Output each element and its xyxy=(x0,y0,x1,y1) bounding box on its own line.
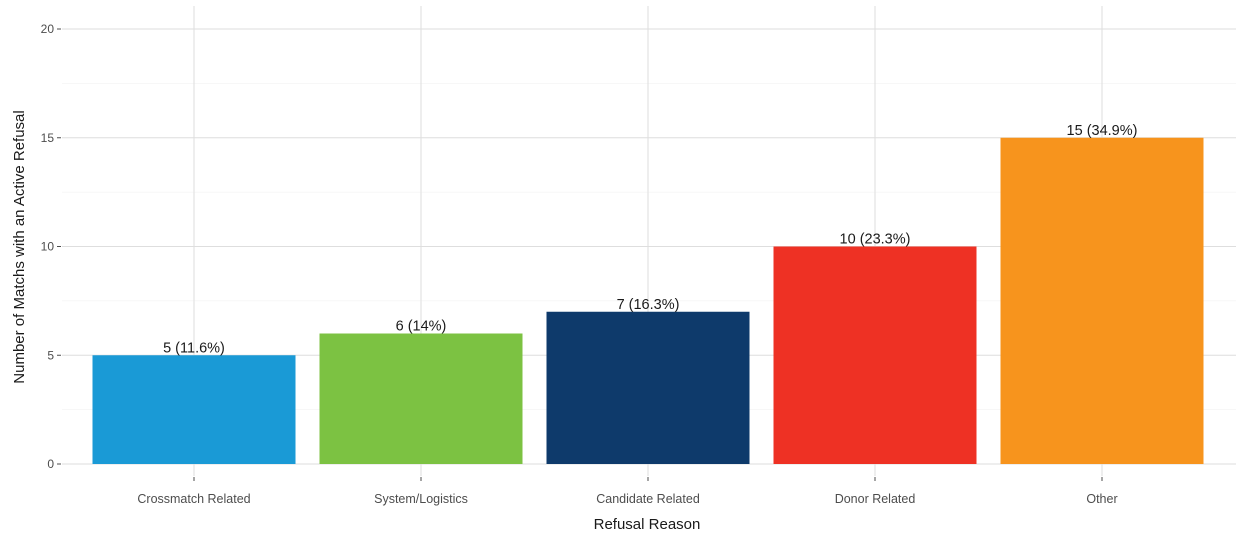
x-tick-label: Donor Related xyxy=(835,492,916,506)
x-tick-label: Crossmatch Related xyxy=(137,492,250,506)
bar-data-label: 6 (14%) xyxy=(396,319,447,335)
x-tick-label: Other xyxy=(1086,492,1117,506)
y-tick-label: 5 xyxy=(47,348,54,362)
x-tick-label: System/Logistics xyxy=(374,492,468,506)
bar xyxy=(1001,138,1204,464)
y-axis-title: Number of Matchs with an Active Refusal xyxy=(11,110,28,383)
y-tick-label: 0 xyxy=(47,457,54,471)
bar xyxy=(320,334,523,465)
bar-data-label: 5 (11.6%) xyxy=(163,340,225,356)
bar xyxy=(547,312,750,464)
bar xyxy=(93,355,296,464)
bar xyxy=(774,247,977,465)
y-tick-label: 15 xyxy=(41,131,55,145)
bar-data-label: 7 (16.3%) xyxy=(617,297,680,313)
y-axis: 0 5 10 15 20 xyxy=(41,22,61,471)
x-axis-title: Refusal Reason xyxy=(594,516,701,533)
x-axis: Crossmatch Related System/Logistics Candid… xyxy=(137,477,1117,506)
bar-data-label: 10 (23.3%) xyxy=(840,232,911,248)
y-tick-label: 20 xyxy=(41,22,55,36)
x-tick-label: Candidate Related xyxy=(596,492,700,506)
bar-data-label: 15 (34.9%) xyxy=(1067,123,1138,139)
y-tick-label: 10 xyxy=(41,240,55,254)
